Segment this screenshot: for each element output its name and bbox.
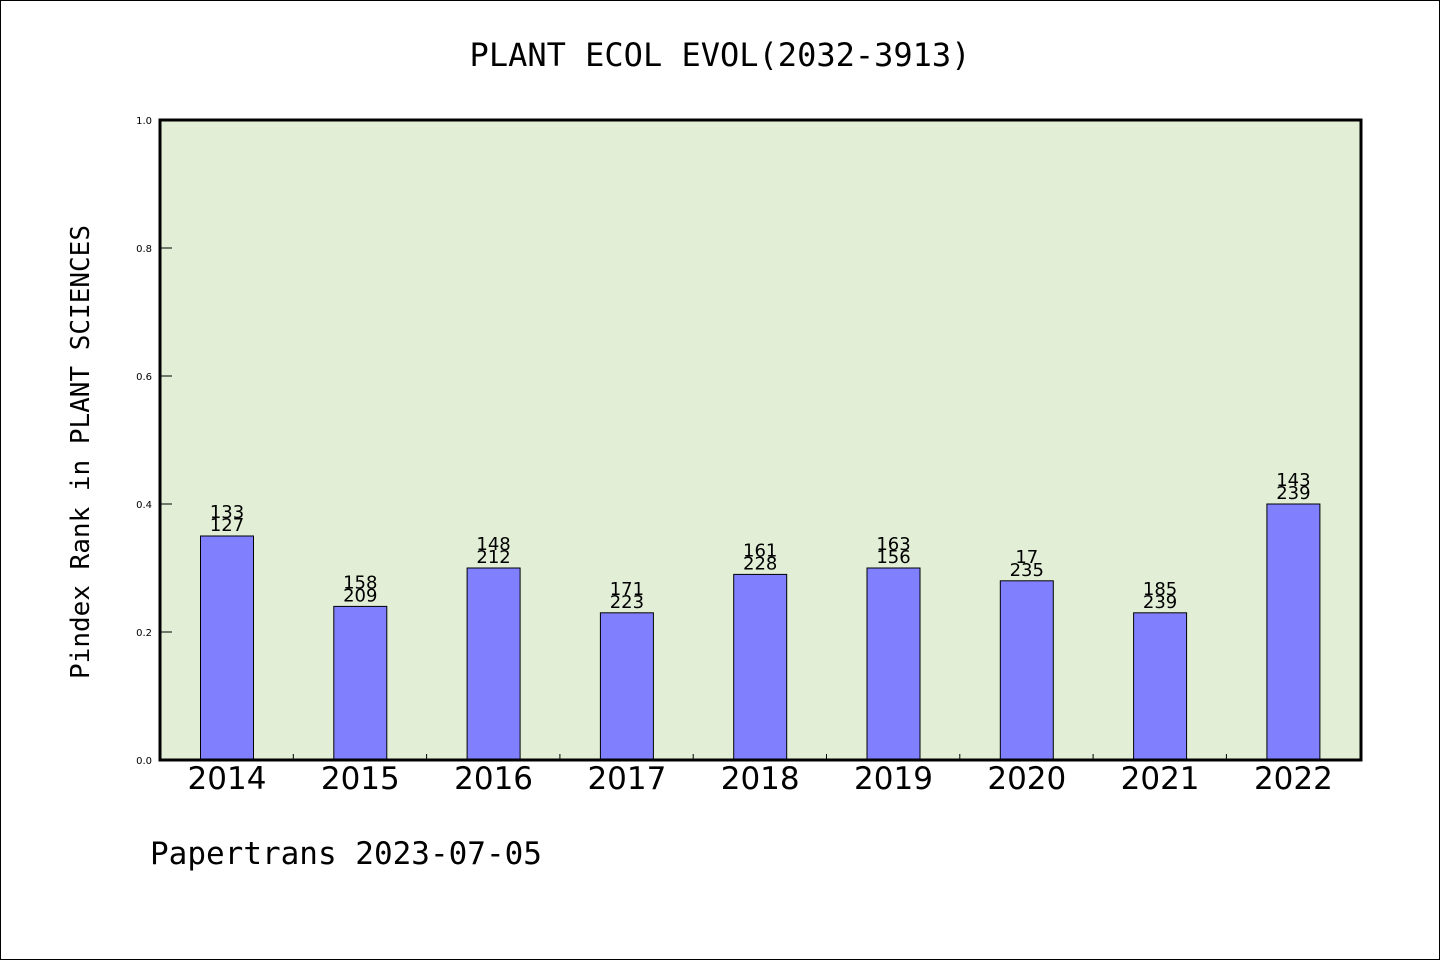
- bar: [599, 612, 654, 761]
- x-axis: 2014 2015 2016 2017 2018 2019 2020 2021 2022: [188, 754, 1333, 797]
- data-label-top: 171: [610, 579, 644, 600]
- data-label-bottom: 239: [1276, 483, 1310, 504]
- x-tick-label: 2019: [854, 761, 933, 797]
- x-tick-label: 2016: [454, 761, 533, 797]
- data-label-top: 185: [1143, 579, 1177, 600]
- data-label-top: 17: [1015, 547, 1038, 568]
- x-tick-label: 2015: [321, 761, 400, 797]
- y-tick-label: 0.4: [136, 500, 152, 511]
- data-label-bottom: 156: [876, 547, 910, 568]
- data-label-bottom: 127: [210, 515, 244, 536]
- x-tick-label: 2021: [1121, 761, 1200, 797]
- data-label-top: 133: [210, 502, 244, 523]
- data-label-top: 143: [1276, 470, 1310, 491]
- chart-title: PLANT ECOL EVOL(2032-3913): [470, 36, 971, 74]
- y-tick-label: 0.2: [136, 628, 152, 639]
- y-axis: 0.0 0.2 0.4 0.6 0.8 1.0: [136, 116, 172, 767]
- bar: [333, 605, 388, 761]
- bar: [866, 567, 921, 761]
- data-label-bottom: 228: [743, 553, 777, 574]
- y-tick-label: 1.0: [136, 116, 152, 127]
- x-tick-label: 2020: [987, 761, 1066, 797]
- data-label-top: 158: [343, 572, 377, 593]
- y-tick-label: 0.0: [136, 756, 152, 767]
- data-label-top: 163: [876, 534, 910, 555]
- y-axis-label: Pindex Rank in PLANT SCIENCES: [66, 225, 96, 679]
- plot-border: [158, 118, 1363, 762]
- y-tick-label: 0.6: [136, 372, 152, 383]
- x-tick-label: 2014: [188, 761, 267, 797]
- x-tick-label: 2018: [721, 761, 800, 797]
- bar: [1266, 503, 1321, 761]
- data-label-bottom: 239: [1143, 592, 1177, 613]
- bar: [999, 580, 1054, 761]
- data-label-bottom: 212: [476, 547, 510, 568]
- data-label-bottom: 209: [343, 585, 377, 606]
- data-label-top: 161: [743, 540, 777, 561]
- x-tick-label: 2022: [1254, 761, 1333, 797]
- x-tick-label: 2017: [587, 761, 666, 797]
- bar: [466, 567, 521, 761]
- data-label-bottom: 223: [610, 592, 644, 613]
- data-label-top: 148: [476, 534, 510, 555]
- y-tick-label: 0.8: [136, 244, 152, 255]
- bar-series: [200, 503, 1321, 761]
- bar: [200, 535, 254, 761]
- data-label-bottom: 235: [1010, 560, 1044, 581]
- footer-note: Papertrans 2023-07-05: [150, 836, 542, 872]
- bar: [1133, 612, 1188, 761]
- bar: [733, 573, 788, 761]
